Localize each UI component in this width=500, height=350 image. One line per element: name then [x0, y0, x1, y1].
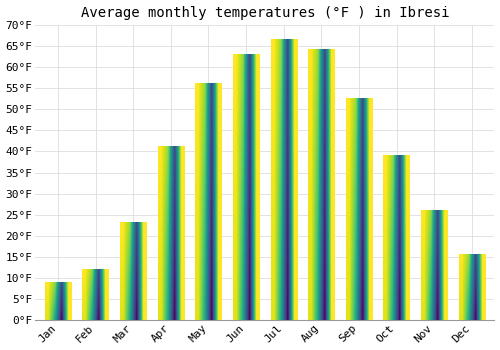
Title: Average monthly temperatures (°F ) in Ibresi: Average monthly temperatures (°F ) in Ib…	[80, 6, 449, 20]
